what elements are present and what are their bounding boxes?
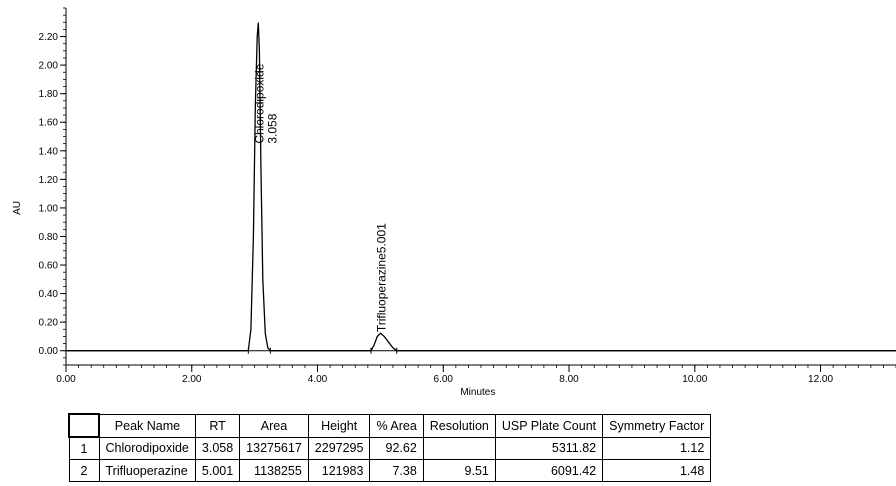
peak-results-table: Peak Name RT Area Height % Area Resoluti… [68,413,712,482]
y-tick-label: 1.60 [39,118,59,129]
cell-percent-area: 92.62 [369,436,424,460]
cell-peak-name: Trifluoperazine [98,459,196,482]
header-symmetry-factor: Symmetry Factor [602,413,712,438]
cell-rt: 3.058 [194,436,241,460]
x-tick-label: 2.00 [182,374,202,385]
y-tick-label: 0.00 [39,346,59,357]
header-height: Height [307,413,371,438]
y-tick-label: 1.20 [39,175,59,186]
x-axis-title: Minutes [460,387,495,398]
y-tick-label: 0.40 [39,289,59,300]
chromatogram-chart: 0.00 0.20 0.40 0.60 0.80 1.00 1.20 1.40 1.60 1.80… [12,7,896,398]
cell-usp-plate-count: 5311.82 [494,436,604,460]
cell-height: 2297295 [307,436,371,460]
chromatogram-trace [66,22,896,352]
cell-area: 13275617 [239,436,309,460]
peak-label-chlorodipoxide: Chlorodipoxide [252,63,266,143]
cell-peak-name: Chlorodipoxide [98,436,196,460]
y-tick-label: 0.20 [39,318,59,329]
cell-symmetry-factor: 1.12 [602,436,712,460]
cell-usp-plate-count: 6091.42 [494,459,604,482]
header-rt: RT [194,413,241,438]
row-index: 2 [68,459,100,482]
cell-rt: 5.001 [194,459,241,482]
cell-resolution: 9.51 [422,459,496,482]
y-tick-label: 2.20 [39,32,59,43]
table-header-row: Peak Name RT Area Height % Area Resoluti… [68,413,712,438]
x-tick-label: 10.00 [682,374,707,385]
header-usp-plate-count: USP Plate Count [494,413,604,438]
x-tick-label: 8.00 [559,374,579,385]
y-axis-title: AU [12,201,23,215]
y-tick-label: 1.80 [39,89,59,100]
header-peak-name: Peak Name [98,413,196,438]
y-tick-label: 0.80 [39,232,59,243]
table-row: 2 Trifluoperazine 5.001 1138255 121983 7… [68,459,712,482]
x-tick-label: 6.00 [434,374,454,385]
header-percent-area: % Area [369,413,424,438]
row-index: 1 [68,436,100,460]
cell-resolution [422,436,496,460]
x-tick-label: 4.00 [308,374,328,385]
table-row: 1 Chlorodipoxide 3.058 13275617 2297295 … [68,436,712,460]
y-tick-label: 2.00 [39,61,59,72]
header-resolution: Resolution [422,413,496,438]
x-tick-label: 12.00 [808,374,833,385]
y-tick-label: 1.40 [39,146,59,157]
plot-area: 0.00 0.20 0.40 0.60 0.80 1.00 1.20 1.40 1.60 1.80… [12,7,896,398]
peak-rt-chlorodipoxide: 3.058 [265,113,279,143]
header-area: Area [239,413,309,438]
cell-height: 121983 [307,459,371,482]
y-tick-label: 1.00 [39,203,59,214]
peak-label-trifluoperazine: Trifluoperazine5.001 [374,223,388,332]
cell-symmetry-factor: 1.48 [602,459,712,482]
y-tick-label: 0.60 [39,261,59,272]
table-corner-cell [68,413,100,438]
cell-percent-area: 7.38 [369,459,424,482]
cell-area: 1138255 [239,459,309,482]
x-tick-label: 0.00 [56,374,76,385]
